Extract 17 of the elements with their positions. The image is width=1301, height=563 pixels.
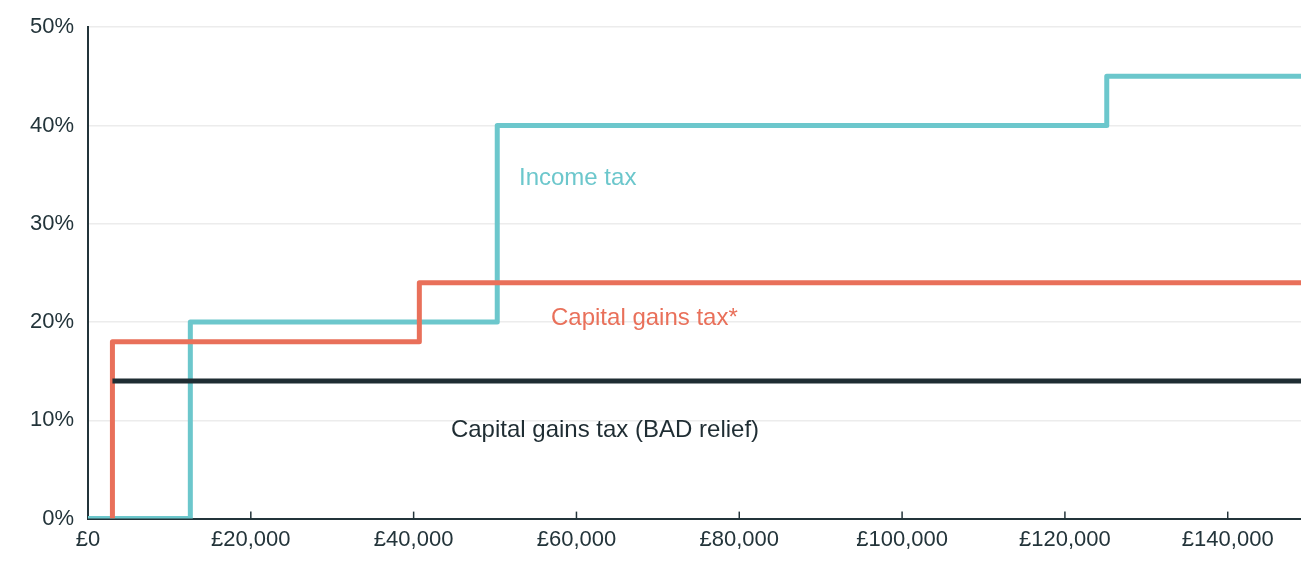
x-tick-label: £140,000 bbox=[1181, 525, 1274, 551]
x-tick-label: £0 bbox=[75, 525, 101, 551]
series-label: Capital gains tax (BAD relief) bbox=[450, 414, 760, 442]
series-label: Capital gains tax* bbox=[551, 302, 738, 330]
x-tick-label: £20,000 bbox=[211, 525, 291, 551]
x-tick-label: £80,000 bbox=[699, 525, 780, 551]
x-tick-label: £60,000 bbox=[536, 525, 617, 551]
y-tick-label: 30% bbox=[29, 209, 74, 235]
y-tick-label: 50% bbox=[29, 13, 74, 39]
y-tick-label: 10% bbox=[29, 406, 74, 432]
x-tick-label: £100,000 bbox=[856, 525, 948, 551]
y-tick-label: 40% bbox=[29, 111, 74, 137]
series-label: Income tax bbox=[519, 162, 637, 190]
y-tick-label: 20% bbox=[29, 308, 74, 334]
x-tick-label: £40,000 bbox=[373, 525, 454, 551]
y-tick-label: 0% bbox=[42, 504, 74, 530]
x-tick-label: £120,000 bbox=[1019, 525, 1111, 551]
